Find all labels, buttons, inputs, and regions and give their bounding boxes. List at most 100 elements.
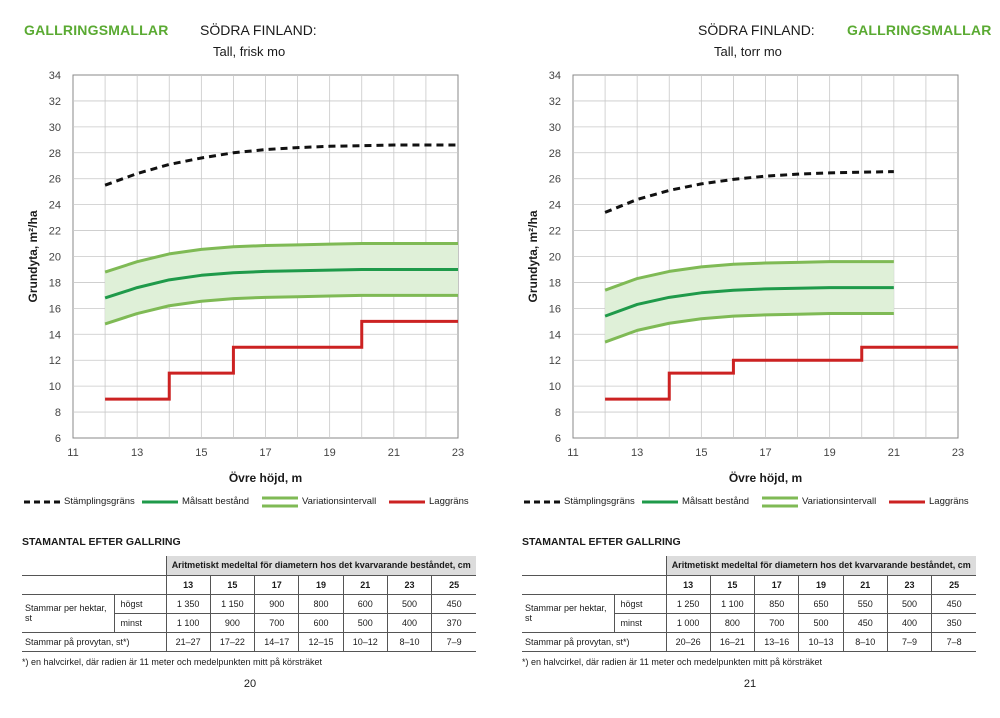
- legend-item-variation: Variationsintervall: [760, 494, 890, 510]
- legend-swatch-lag: [389, 500, 425, 504]
- legend-swatch-dashed: [24, 500, 60, 504]
- y-tick-label: 18: [549, 277, 561, 289]
- table-cell: 500: [886, 594, 932, 614]
- table-cell: 400: [886, 613, 932, 633]
- x-axis-label: Övre höjd, m: [729, 470, 802, 485]
- table-diameter-row: 13 15 17 19 21 23 25: [22, 575, 476, 595]
- chart-legend: Stämplingsgräns Målsatt bestånd Variatio…: [22, 494, 492, 510]
- legend-label-variation: Variationsintervall: [802, 496, 877, 507]
- row-group-label: Stammar per hektar, st: [22, 594, 114, 633]
- x-tick-label: 13: [131, 447, 143, 459]
- table-cell: 8–10: [386, 632, 432, 652]
- table-cell: 1 100: [165, 613, 211, 633]
- section-title: STAMANTAL EFTER GALLRING: [22, 536, 181, 548]
- table-cell: 370: [431, 613, 476, 633]
- diameter-cell: 19: [798, 575, 844, 595]
- x-axis-label: Övre höjd, m: [229, 470, 302, 485]
- x-tick-label: 17: [759, 447, 771, 459]
- series-line-variation-lower: [604, 312, 894, 344]
- diameter-cell: 21: [842, 575, 888, 595]
- y-tick-label: 20: [549, 252, 561, 264]
- x-tick-label: 15: [695, 447, 707, 459]
- y-tick-label: 16: [49, 303, 61, 315]
- diameter-cell: 25: [931, 575, 976, 595]
- table-cell: 600: [298, 613, 344, 633]
- x-tick-label: 19: [324, 447, 336, 459]
- diameter-cell: 15: [209, 575, 255, 595]
- legend-swatch-target: [642, 500, 678, 504]
- region-title: SÖDRA FINLAND:: [200, 22, 317, 38]
- y-tick-label: 8: [55, 407, 61, 419]
- footnote: *) en halvcirkel, där radien är 11 meter…: [522, 657, 822, 667]
- legend-item-target: Målsatt bestånd: [140, 494, 260, 510]
- page-number: 21: [743, 678, 757, 690]
- y-tick-label: 30: [49, 122, 61, 134]
- y-tick-label: 30: [549, 122, 561, 134]
- legend-label-stamp: Stämplingsgräns: [64, 496, 135, 507]
- table-cell: 450: [842, 613, 888, 633]
- row-label: minst: [613, 613, 666, 633]
- x-tick-label: 21: [888, 447, 900, 459]
- y-tick-label: 32: [49, 96, 61, 108]
- series-line-laggrans: [105, 319, 458, 401]
- series-line-variation-lower: [104, 293, 458, 326]
- legend-swatch-target: [142, 500, 178, 504]
- table-cell: 800: [298, 594, 344, 614]
- x-tick-label: 23: [952, 447, 964, 459]
- table-cell: 12–15: [298, 632, 344, 652]
- y-tick-label: 22: [49, 226, 61, 238]
- legend-item-stamp: Stämplingsgräns: [522, 494, 642, 510]
- series-line-malsatt-bestand: [604, 286, 894, 318]
- plot-row-label: Stammar på provytan, st*): [522, 632, 666, 652]
- chart-subtitle: Tall, frisk mo: [213, 44, 286, 59]
- y-tick-label: 26: [49, 174, 61, 186]
- diameter-cell: 13: [665, 575, 711, 595]
- table-cell: 900: [209, 613, 255, 633]
- y-tick-label: 28: [549, 148, 561, 160]
- page-right: SÖDRA FINLAND: GALLRINGSMALLAR Tall, tor…: [500, 0, 1000, 718]
- table-cell: 8–10: [842, 632, 888, 652]
- table-diameter-row: 13 15 17 19 21 23 25: [522, 575, 976, 595]
- page-left: GALLRINGSMALLAR SÖDRA FINLAND: Tall, fri…: [22, 22, 492, 690]
- table-header-row: Aritmetiskt medeltal för diametern hos d…: [22, 556, 476, 576]
- row-label: högst: [113, 594, 166, 614]
- y-axis-label: Grundyta, m²/ha: [26, 210, 40, 302]
- table-cell: 1 250: [665, 594, 711, 614]
- legend-item-variation: Variationsintervall: [260, 494, 390, 510]
- table-cell: 1 150: [209, 594, 255, 614]
- table-cell: 1 100: [709, 594, 755, 614]
- y-tick-label: 12: [549, 355, 561, 367]
- row-label: högst: [613, 594, 666, 614]
- legend-item-target: Målsatt bestånd: [640, 494, 760, 510]
- footnote: *) en halvcirkel, där radien är 11 meter…: [22, 657, 322, 667]
- table-header-row: Aritmetiskt medeltal för diametern hos d…: [522, 556, 976, 576]
- basal-area-chart: 6 8 10 12 14 16 18 20 22 24 26 28 30 32 34 11 13 15 17 19 21…: [526, 70, 964, 485]
- table-cell: 17–22: [209, 632, 255, 652]
- y-tick-label: 18: [49, 277, 61, 289]
- y-tick-label: 6: [55, 433, 61, 445]
- y-tick-label: 6: [555, 433, 561, 445]
- table-cell: 700: [254, 613, 299, 633]
- table-cell: 600: [342, 594, 388, 614]
- y-tick-label: 10: [49, 381, 61, 393]
- brand-title: GALLRINGSMALLAR: [847, 22, 992, 38]
- legend-label-target: Målsatt bestånd: [682, 496, 750, 507]
- table-cell: 1 000: [665, 613, 711, 633]
- y-tick-label: 34: [49, 70, 61, 82]
- table-row: Stammar per hektar, st högst 1 250 1 100…: [522, 594, 976, 633]
- y-tick-label: 34: [549, 70, 561, 82]
- table-row: Stammar per hektar, st högst 1 350 1 150…: [22, 594, 476, 633]
- y-tick-label: 8: [555, 407, 561, 419]
- x-tick-label: 13: [631, 447, 643, 459]
- diameter-cell: 19: [298, 575, 344, 595]
- series-line-malsatt-bestand: [104, 267, 458, 300]
- y-tick-label: 14: [49, 329, 61, 341]
- y-tick-label: 32: [549, 96, 561, 108]
- table-cell: 550: [842, 594, 888, 614]
- table-cell: 700: [754, 613, 799, 633]
- table-cell: 800: [709, 613, 755, 633]
- table-cell: 10–13: [798, 632, 844, 652]
- table-cell: 7–8: [931, 632, 976, 652]
- table-header-caption: Aritmetiskt medeltal för diametern hos d…: [665, 556, 976, 576]
- y-tick-label: 24: [549, 200, 561, 212]
